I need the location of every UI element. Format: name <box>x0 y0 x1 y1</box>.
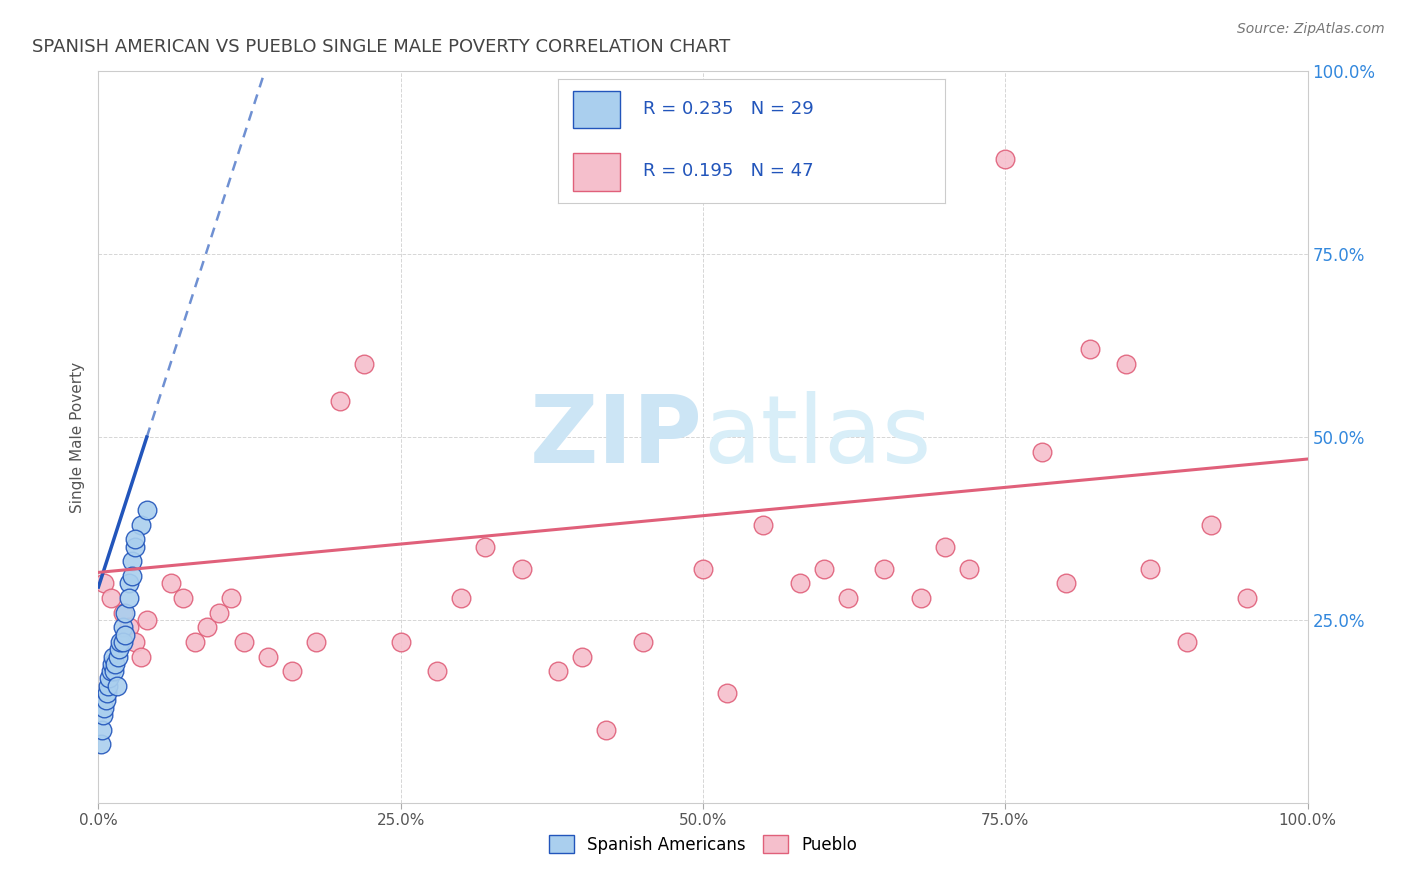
Point <box>957 562 980 576</box>
Point <box>118 620 141 634</box>
Point <box>118 591 141 605</box>
Point <box>1054 576 1077 591</box>
Point <box>752 517 775 532</box>
Point <box>98 672 121 686</box>
Point <box>108 642 131 657</box>
Point <box>692 562 714 576</box>
Point <box>595 723 617 737</box>
Point <box>1115 357 1137 371</box>
Point <box>450 591 472 605</box>
Point <box>118 576 141 591</box>
Point <box>93 700 115 714</box>
Text: atlas: atlas <box>703 391 931 483</box>
Point <box>716 686 738 700</box>
Point <box>124 533 146 547</box>
Point <box>184 635 207 649</box>
Point <box>934 540 956 554</box>
Point <box>105 679 128 693</box>
Point <box>789 576 811 591</box>
Point <box>100 664 122 678</box>
Point <box>571 649 593 664</box>
Point <box>474 540 496 554</box>
Point <box>124 635 146 649</box>
Point <box>94 693 117 707</box>
Point <box>107 649 129 664</box>
Point <box>281 664 304 678</box>
Point <box>994 152 1017 166</box>
Text: SPANISH AMERICAN VS PUEBLO SINGLE MALE POVERTY CORRELATION CHART: SPANISH AMERICAN VS PUEBLO SINGLE MALE P… <box>32 38 730 56</box>
Point <box>1031 444 1053 458</box>
Point <box>389 635 412 649</box>
Point <box>1199 517 1222 532</box>
Point <box>111 606 134 620</box>
Point <box>305 635 328 649</box>
Point <box>129 517 152 532</box>
Point <box>91 723 114 737</box>
Point <box>1078 343 1101 357</box>
Point <box>93 576 115 591</box>
Point <box>103 664 125 678</box>
Y-axis label: Single Male Poverty: Single Male Poverty <box>70 361 86 513</box>
Point <box>1139 562 1161 576</box>
Point <box>329 393 352 408</box>
Point <box>90 737 112 751</box>
Point <box>837 591 859 605</box>
Text: ZIP: ZIP <box>530 391 703 483</box>
Point <box>114 606 136 620</box>
Point <box>232 635 254 649</box>
Point <box>631 635 654 649</box>
Point <box>114 627 136 641</box>
Point <box>104 657 127 671</box>
Point <box>101 649 124 664</box>
Point <box>111 620 134 634</box>
Point <box>172 591 194 605</box>
Point <box>97 679 120 693</box>
Point <box>129 649 152 664</box>
Point <box>510 562 533 576</box>
Point <box>221 591 243 605</box>
Point <box>121 569 143 583</box>
Point <box>256 649 278 664</box>
Point <box>1236 591 1258 605</box>
Point <box>108 635 131 649</box>
Point <box>910 591 932 605</box>
Point <box>813 562 835 576</box>
Point <box>111 635 134 649</box>
Point <box>873 562 896 576</box>
Point <box>124 540 146 554</box>
Point <box>195 620 218 634</box>
Point <box>208 606 231 620</box>
Point <box>96 686 118 700</box>
Point <box>135 503 157 517</box>
Point <box>426 664 449 678</box>
Point <box>91 708 114 723</box>
Point <box>547 664 569 678</box>
Point <box>135 613 157 627</box>
Point <box>1175 635 1198 649</box>
Point <box>160 576 183 591</box>
Point <box>121 554 143 568</box>
Point <box>100 591 122 605</box>
Legend: Spanish Americans, Pueblo: Spanish Americans, Pueblo <box>543 829 863 860</box>
Point <box>353 357 375 371</box>
Point <box>100 657 122 671</box>
Text: Source: ZipAtlas.com: Source: ZipAtlas.com <box>1237 22 1385 37</box>
